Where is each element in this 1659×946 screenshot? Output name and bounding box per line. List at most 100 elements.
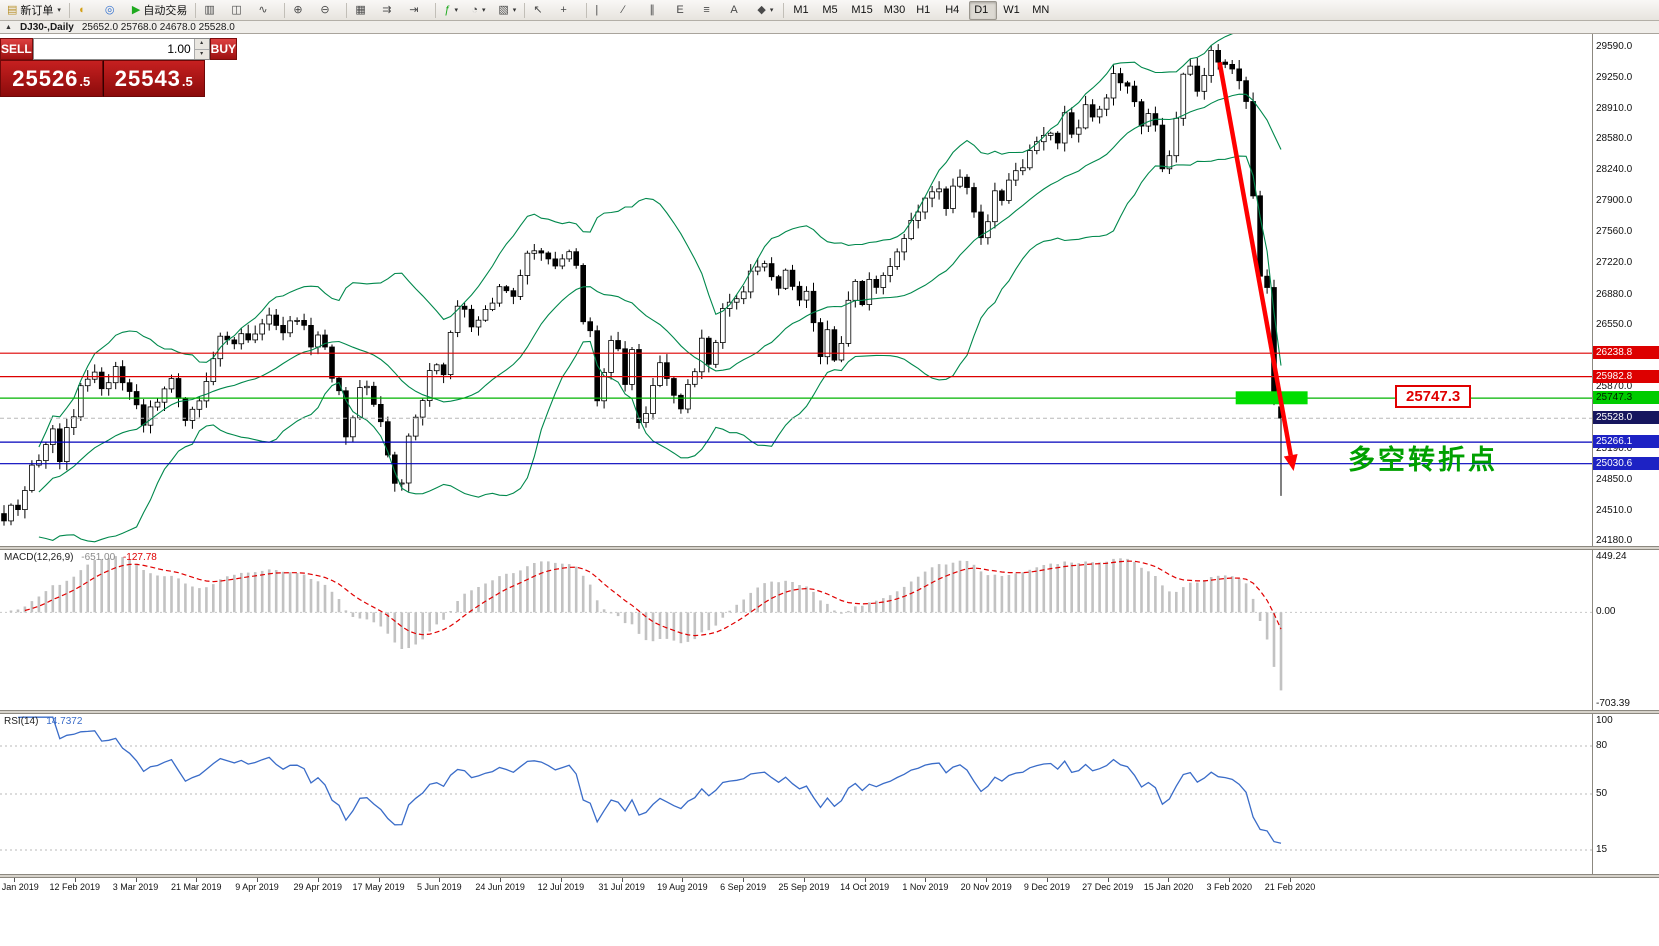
autotrading-button-label: 自动交易 bbox=[143, 5, 188, 17]
date-axis[interactable]: 24 Jan 2019 12 Feb 2019 3 Mar 2019 21 Mar 2… bbox=[0, 878, 1659, 946]
megaphone-icon: ◖ bbox=[77, 3, 85, 16]
buy-price[interactable]: 25543.5 bbox=[102, 60, 205, 97]
main-chart-canvas[interactable] bbox=[0, 34, 1592, 546]
timeframe-mn[interactable]: MN bbox=[1027, 1, 1055, 20]
date-tick bbox=[135, 878, 137, 882]
auto-scroll-button[interactable]: ⇉ bbox=[378, 1, 404, 20]
macd-name: MACD(12,26,9) bbox=[4, 552, 74, 563]
bar-chart-button[interactable]: ▥ bbox=[200, 1, 226, 20]
timeframe-m15[interactable]: M15 bbox=[846, 1, 877, 20]
fibonacci-button[interactable]: E bbox=[672, 1, 698, 20]
autotrading-button[interactable]: ▶ 自动交易 bbox=[128, 1, 191, 20]
pane-separator[interactable] bbox=[0, 546, 1659, 550]
rsi-name: RSI(14) bbox=[4, 716, 39, 727]
price-axis-label: 27900.0 bbox=[1596, 195, 1633, 207]
buy-button[interactable]: BUY bbox=[209, 38, 238, 60]
cursor-button[interactable]: ↖ bbox=[529, 1, 555, 20]
toolbar-separator bbox=[195, 2, 197, 18]
bollinger-bands bbox=[38, 34, 1282, 543]
timeframe-w1[interactable]: W1 bbox=[998, 1, 1026, 20]
volume-increase-button[interactable]: ▴ bbox=[194, 39, 209, 50]
highlight-rect[interactable] bbox=[1235, 391, 1308, 405]
turning-point-text[interactable]: 多空转折点 bbox=[1348, 444, 1498, 475]
crosshair-icon: + bbox=[560, 3, 567, 16]
timeframe-h1-label: H1 bbox=[916, 4, 931, 16]
bar-chart-icon: ▥ bbox=[204, 3, 215, 16]
resistance-line-1-tag: 26238.8 bbox=[1593, 346, 1659, 360]
zoom-in-icon: ⊕ bbox=[293, 3, 303, 16]
periods-button[interactable]: ◔ ▾ bbox=[467, 1, 493, 20]
indicators-button[interactable]: ƒ ▾ bbox=[440, 1, 466, 20]
chart-region: SELL ▴ ▾ BUY 25526.5 25543.5 25747.3 bbox=[0, 34, 1659, 946]
chevron-down-icon: ▾ bbox=[454, 7, 459, 14]
community-button[interactable]: ◎ bbox=[101, 1, 127, 20]
shapes-button[interactable]: ◆ ▾ bbox=[753, 1, 779, 20]
main-chart-pane[interactable]: SELL ▴ ▾ BUY 25526.5 25543.5 25747.3 bbox=[0, 34, 1592, 546]
pane-separator[interactable] bbox=[0, 710, 1659, 714]
zoom-out-button[interactable]: ⊖ bbox=[316, 1, 342, 20]
new-order-button[interactable]: ▤ 新订单 ▾ bbox=[3, 1, 65, 20]
news-button[interactable]: ◖ bbox=[74, 1, 100, 20]
date-tick bbox=[986, 878, 988, 882]
new-order-icon: ▤ bbox=[7, 3, 18, 16]
date-axis-label: 9 Apr 2019 bbox=[235, 882, 279, 892]
sell-price[interactable]: 25526.5 bbox=[0, 60, 103, 97]
date-axis-label: 3 Feb 2020 bbox=[1206, 882, 1253, 892]
line-chart-button[interactable]: ∿ bbox=[254, 1, 280, 20]
date-axis-label: 12 Jul 2019 bbox=[537, 882, 585, 892]
price-axis[interactable]: 29590.0 29250.0 28910.0 28580.0 28240.0 27900… bbox=[1592, 34, 1659, 878]
tile-windows-button[interactable]: ▦ bbox=[351, 1, 377, 20]
macd-signal-value: -127.78 bbox=[122, 552, 157, 563]
date-axis-label: 24 Jun 2019 bbox=[475, 882, 525, 892]
chevron-down-icon: ▾ bbox=[512, 7, 517, 14]
text-icon: A bbox=[730, 3, 738, 16]
tile-windows-icon: ▦ bbox=[355, 3, 366, 16]
volume-decrease-button[interactable]: ▾ bbox=[194, 49, 209, 59]
horizontal-line-button[interactable]: ≡ bbox=[699, 1, 725, 20]
pane-separator[interactable] bbox=[0, 874, 1659, 878]
channel-button[interactable]: ∥ bbox=[645, 1, 671, 20]
timeframe-h1[interactable]: H1 bbox=[911, 1, 939, 20]
vertical-line-icon: | bbox=[595, 3, 599, 16]
vertical-line-button[interactable]: | bbox=[591, 1, 617, 20]
rsi-canvas bbox=[0, 714, 1592, 874]
timeframe-m15-label: M15 bbox=[851, 4, 873, 16]
zoom-in-button[interactable]: ⊕ bbox=[289, 1, 315, 20]
price-callout-label[interactable]: 25747.3 bbox=[1395, 385, 1472, 409]
rsi-axis-label: 15 bbox=[1596, 844, 1608, 855]
timeframe-d1-label: D1 bbox=[974, 4, 989, 16]
auto-scroll-icon: ⇉ bbox=[382, 3, 392, 16]
date-tick bbox=[743, 878, 745, 882]
timeframe-m1[interactable]: M1 bbox=[788, 1, 816, 20]
timeframe-d1[interactable]: D1 bbox=[969, 0, 998, 20]
line-chart-icon: ∿ bbox=[258, 3, 268, 16]
timeframe-mn-label: MN bbox=[1032, 4, 1050, 16]
macd-main-value: -651.00 bbox=[81, 552, 116, 563]
trend-arrow[interactable] bbox=[1217, 61, 1298, 471]
price-axis-label: 25870.0 bbox=[1596, 380, 1633, 392]
text-button[interactable]: A bbox=[726, 1, 752, 20]
collapse-panel-icon[interactable]: ▲ bbox=[5, 23, 12, 31]
crosshair-button[interactable]: + bbox=[556, 1, 582, 20]
rsi-pane[interactable]: RSI(14) 14.7372 bbox=[0, 714, 1592, 874]
macd-pane[interactable]: MACD(12,26,9) -651.00 -127.78 bbox=[0, 550, 1592, 710]
sell-button[interactable]: SELL bbox=[0, 38, 33, 60]
volume-control: ▴ ▾ bbox=[32, 38, 210, 60]
templates-button[interactable]: ▧ ▾ bbox=[494, 1, 520, 20]
timeframe-h4[interactable]: H4 bbox=[940, 1, 968, 20]
chart-shift-button[interactable]: ⇥ bbox=[405, 1, 431, 20]
price-axis-label: 27560.0 bbox=[1596, 226, 1633, 238]
date-axis-label: 6 Sep 2019 bbox=[720, 882, 767, 892]
toolbar-separator bbox=[586, 2, 588, 18]
date-axis-label: 27 Dec 2019 bbox=[1082, 882, 1134, 892]
candles-series bbox=[1, 44, 1284, 526]
timeframe-m5[interactable]: M5 bbox=[817, 1, 845, 20]
date-tick bbox=[621, 878, 623, 882]
timeframe-m30[interactable]: M30 bbox=[879, 1, 910, 20]
trendline-button[interactable]: ∕ bbox=[618, 1, 644, 20]
candlestick-chart-button[interactable]: ◫ bbox=[227, 1, 253, 20]
broadcast-icon: ◎ bbox=[104, 3, 115, 16]
price-axis-label: 25190.0 bbox=[1596, 443, 1633, 455]
volume-input[interactable] bbox=[33, 39, 194, 59]
